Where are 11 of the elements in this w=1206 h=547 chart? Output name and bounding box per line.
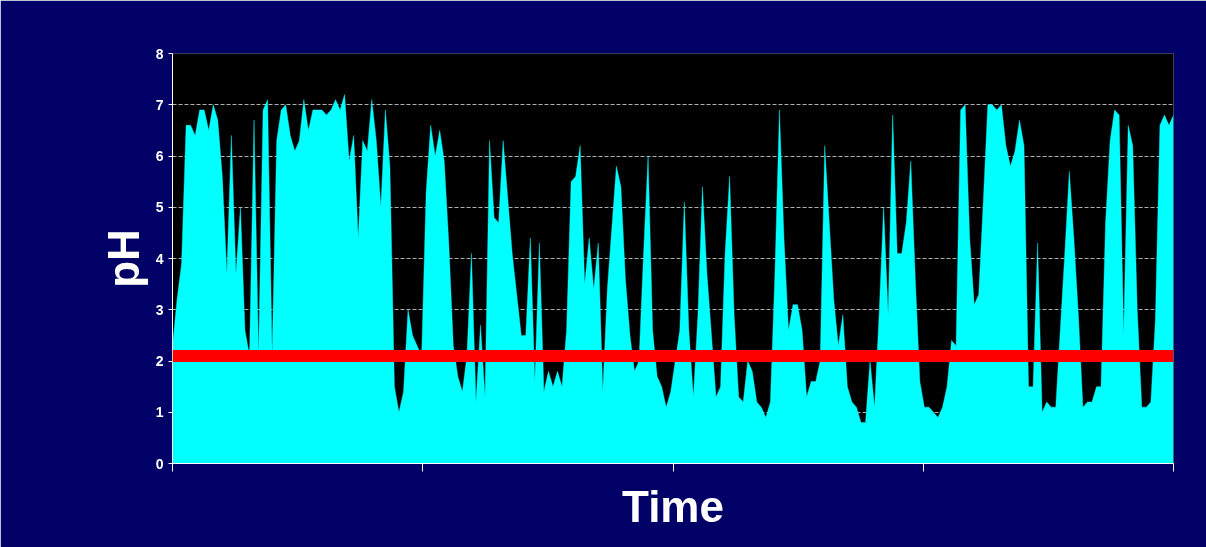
y-tick-label: 6 bbox=[155, 148, 164, 164]
y-tick-label: 1 bbox=[155, 404, 164, 421]
y-tick-label: 7 bbox=[155, 96, 164, 113]
y-tick-label: 0 bbox=[155, 455, 164, 472]
x-axis-title: Time bbox=[622, 481, 724, 531]
y-axis-title: pH bbox=[98, 229, 148, 288]
y-tick-label: 4 bbox=[155, 250, 164, 267]
y-tick-label: 3 bbox=[155, 301, 164, 318]
y-tick-label: 5 bbox=[155, 199, 164, 216]
y-tick-label: 8 bbox=[155, 45, 164, 62]
y-tick-label: 2 bbox=[155, 353, 164, 369]
